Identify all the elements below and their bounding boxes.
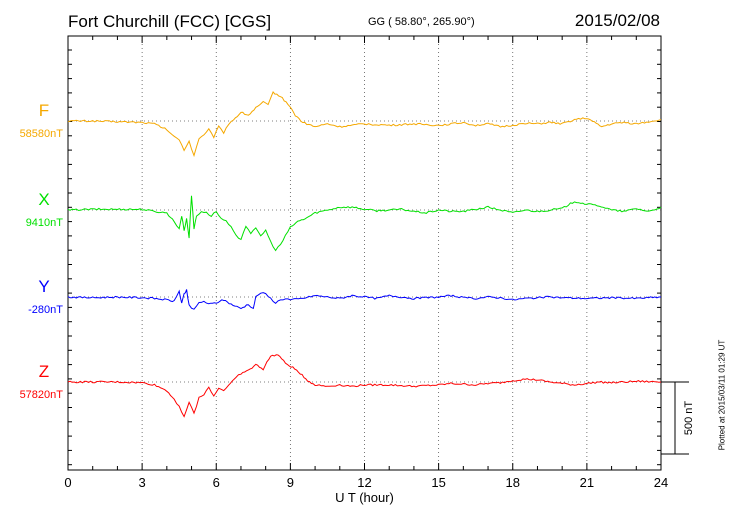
channel-name-Z: Z [39, 362, 49, 381]
plot-date: 2015/02/08 [574, 11, 660, 30]
scale-bar-label: 500 nT [683, 401, 695, 436]
xtick-label-21: 21 [580, 475, 594, 490]
channel-name-F: F [39, 101, 49, 120]
scale-bar: 500 nT [661, 381, 695, 455]
series-line-Z [67, 354, 662, 418]
xtick-label-12: 12 [357, 475, 371, 490]
xtick-label-24: 24 [654, 475, 668, 490]
axis-ticks: 0 3 6 9 12 15 18 21 24 U T (hour) [64, 36, 668, 505]
baseline-value-X: 9410nT [26, 217, 64, 229]
channel-name-X: X [38, 190, 49, 209]
xtick-label-9: 9 [287, 475, 294, 490]
xtick-label-6: 6 [213, 475, 220, 490]
series-line-Y [67, 289, 661, 310]
xtick-label-18: 18 [506, 475, 520, 490]
channel-name-Y: Y [38, 277, 49, 296]
xtick-label-0: 0 [64, 475, 71, 490]
xtick-label-15: 15 [431, 475, 445, 490]
xtick-label-3: 3 [139, 475, 146, 490]
series-line-F [67, 91, 662, 158]
series-group [67, 91, 662, 418]
geographic-coordinates: GG ( 58.80°, 265.90°) [368, 16, 475, 28]
baseline-value-Z: 57820nT [20, 389, 64, 401]
grid [68, 36, 661, 470]
station-title: Fort Churchill (FCC) [CGS] [68, 12, 272, 31]
channel-labels: F 58580nT X 9410nT Y -280nT Z 57820nT [20, 101, 64, 401]
x-axis-label: U T (hour) [335, 490, 394, 505]
baseline-value-F: 58580nT [20, 128, 64, 140]
baseline-value-Y: -280nT [28, 304, 63, 316]
series-line-X [67, 195, 662, 252]
